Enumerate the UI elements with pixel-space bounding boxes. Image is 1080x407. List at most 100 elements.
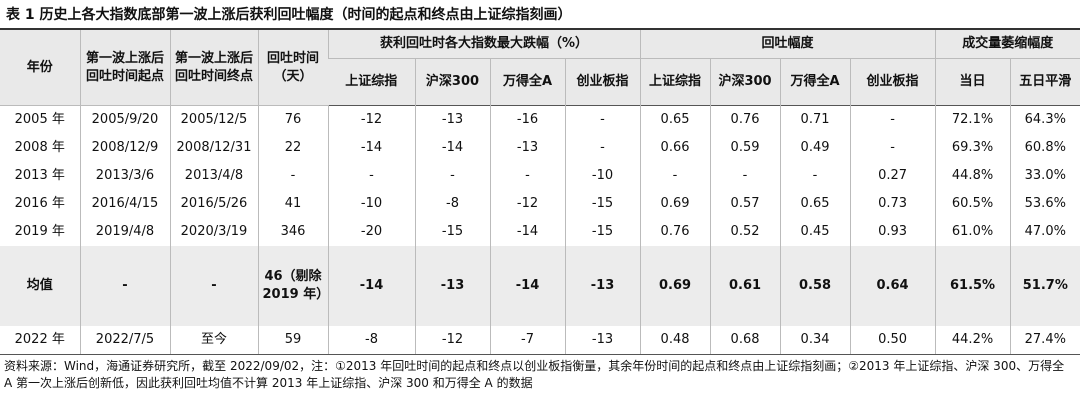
table-cell: - — [414, 162, 490, 190]
table-row: 2008 年 2008/12/9 2008/12/31 22 -14 -14 -13-0.6… — [0, 134, 1080, 162]
table-cell: - — [849, 134, 936, 162]
table-cell: -12 — [414, 326, 490, 355]
table-cell: 2013 年 — [14, 168, 65, 183]
table-cell: -8 — [327, 326, 415, 355]
table-cell: -8 — [414, 190, 490, 218]
table-cell: -16 — [489, 105, 565, 134]
table-row: 2022 年 2022/7/5 至今 59 -8 -12 -7 -13 0.48 0.68 0.34… — [0, 326, 1080, 355]
header-cell: 上证综指 — [639, 58, 711, 106]
table-cell: -10 — [327, 190, 415, 218]
table-cell: 2020/3/19 — [169, 218, 258, 246]
table-cell: 2005/12/5 — [169, 105, 258, 134]
table-row: 2016 年 2016/4/15 2016/5/26 41 -10 -8 -12 -15 0.6… — [0, 190, 1080, 218]
table-cell: -14 — [327, 134, 415, 162]
table-cell: 60.5% — [934, 190, 1011, 218]
table-cell: -10 — [564, 162, 641, 190]
table-cell: 0.64 — [849, 246, 936, 326]
table-cell: 2008/12/31 — [169, 134, 258, 162]
table-cell: 2013/4/8 — [169, 162, 258, 190]
table-row: 2005 年 2005/9/20 2005/12/5 76 -12 -13 -16-0.65… — [0, 105, 1080, 134]
table-cell: 0.69 — [639, 190, 711, 218]
table-row: 2019 年 2019/4/8 2020/3/19 346 -20 -15 -14 -15 0.… — [0, 218, 1080, 246]
table-cell: 41 — [257, 190, 328, 218]
header-group: 获利回吐时各大指数最大跌幅（%） — [327, 30, 641, 59]
table-cell: - — [849, 105, 936, 134]
header-cell: 第一波上涨后回吐时间终点 — [169, 30, 258, 106]
table-cell: 0.76 — [709, 105, 781, 134]
table-cell: 53.6% — [1009, 190, 1080, 218]
header-cell: 回吐时间（天） — [257, 30, 328, 106]
header-cell: 创业板指 — [564, 58, 641, 106]
table-cell: 2005 年 — [0, 105, 80, 134]
table-cell: - — [779, 162, 851, 190]
table-cell: - — [257, 162, 328, 190]
table-cell: -12 — [489, 190, 565, 218]
header-cell: 当日 — [934, 58, 1011, 106]
table-cell: 33.0% — [1009, 162, 1080, 190]
table-cell: - — [169, 246, 258, 326]
table-cell: 44.8% — [934, 162, 1011, 190]
table-cell: 0.48 — [639, 326, 711, 355]
table-cell: 0.69 — [639, 246, 711, 326]
table-cell: 51.7% — [1009, 246, 1080, 326]
header-cell: 沪深300 — [414, 58, 490, 106]
table-cell: -13 — [564, 246, 641, 326]
header-cell: 五日平滑 — [1009, 58, 1080, 106]
table-cell: 0.68 — [709, 326, 781, 355]
header-cell: 沪深300 — [709, 58, 781, 106]
table-cell: -14 — [414, 134, 490, 162]
table-cell: -15 — [564, 218, 641, 246]
table-cell: 2008 年 — [14, 140, 65, 155]
table-cell: -14 — [327, 246, 415, 326]
table-cell: 27.4% — [1009, 326, 1080, 355]
table-cell: 61.5% — [934, 246, 1011, 326]
table-title: 表 1 历史上各大指数底部第一波上涨后获利回吐幅度（时间的起点和终点由上证综指刻… — [0, 0, 1080, 30]
table-cell: 44.2% — [934, 326, 1011, 355]
table-cell: 0.34 — [779, 326, 851, 355]
table-cell: 0.76 — [639, 218, 711, 246]
table-cell: 0.57 — [709, 190, 781, 218]
table-cell: - — [327, 162, 415, 190]
table-cell: 0.65 — [779, 190, 851, 218]
table-cell: -13 — [564, 326, 641, 355]
header-cell: 年份 — [0, 30, 80, 106]
table-cell: 2016/5/26 — [169, 190, 258, 218]
table-cell: 2019 年 — [14, 224, 65, 239]
table-cell: 64.3% — [1009, 105, 1080, 134]
table-cell: - — [79, 246, 170, 326]
table-cell: -13 — [489, 134, 565, 162]
table-cell: -15 — [414, 218, 490, 246]
table-cell: 22 — [257, 134, 328, 162]
table-cell: 均值 — [0, 246, 80, 326]
table-cell: 2005/9/20 — [79, 105, 170, 134]
table-cell: - — [564, 134, 641, 162]
source-note: 资料来源：Wind，海通证券研究所，截至 2022/09/02，注：①2013 … — [4, 359, 1065, 390]
table-cell: 61.0% — [934, 218, 1011, 246]
header-cell: 第一波上涨后回吐时间起点 — [79, 30, 170, 106]
table-cell: 0.49 — [779, 134, 851, 162]
header-cell: 万得全A — [779, 58, 851, 106]
table-row: 2013 年 2013/3/6 2013/4/8- - - - -10- - -0.27 44.8… — [0, 162, 1080, 190]
table-cell: -13 — [414, 246, 490, 326]
table-cell: -13 — [414, 105, 490, 134]
table-cell: 2016 年 — [14, 196, 65, 211]
table-cell: 346 — [257, 218, 328, 246]
table-cell: 72.1% — [934, 105, 1011, 134]
table-cell: - — [709, 162, 781, 190]
table-cell: - — [639, 162, 711, 190]
table-cell: - — [564, 105, 641, 134]
table-cell: 0.50 — [849, 326, 936, 355]
table-cell: 0.58 — [779, 246, 851, 326]
table-cell: 2013/3/6 — [79, 162, 170, 190]
header-cell: 上证综指 — [328, 58, 415, 106]
table-cell: 2022 年 — [0, 326, 80, 355]
table-cell: -20 — [327, 218, 415, 246]
table-cell: 0.59 — [709, 134, 781, 162]
table-cell: 0.73 — [849, 190, 936, 218]
table-cell: 69.3% — [934, 134, 1011, 162]
table-cell: 0.61 — [709, 246, 781, 326]
data-table: 年份 第一波上涨后回吐时间起点 第一波上涨后回吐时间终点 回吐时间（天） 获利回… — [0, 30, 1080, 355]
table-cell: -14 — [489, 246, 565, 326]
table-cell: -12 — [327, 105, 415, 134]
